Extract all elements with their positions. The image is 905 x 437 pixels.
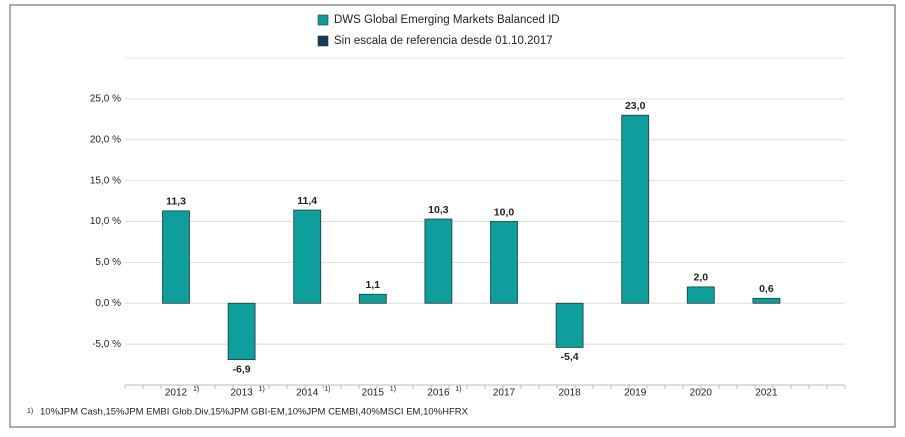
legend-swatch [317, 35, 329, 47]
data-label: 2,0 [693, 272, 708, 284]
frame [9, 4, 896, 428]
legend-label: Sin escala de referencia desde 01.10.201… [334, 35, 553, 47]
y-tick-label: 10,0 % [90, 216, 121, 227]
data-label: 11,4 [297, 195, 317, 207]
data-label: -5,4 [561, 351, 579, 363]
footnote: 10%JPM Cash,15%JPM EMBI Glob.Div.15%JPM … [40, 407, 469, 418]
bar [227, 302, 256, 361]
x-tick-label: 2013 [230, 388, 253, 399]
x-tick-note: 1) [259, 386, 265, 393]
data-label: 23,0 [625, 100, 646, 112]
data-label: 10,0 [494, 206, 515, 218]
data-label: 1,1 [365, 279, 380, 291]
bar [490, 221, 518, 304]
legend-label: DWS Global Emerging Markets Balanced ID [334, 14, 560, 26]
y-tick-label: 0,0 % [95, 298, 121, 309]
x-tick-label: 2019 [624, 388, 647, 399]
data-label: 0,6 [759, 283, 774, 295]
x-tick-note: 1) [324, 386, 330, 393]
x-tick-label: 2012 [165, 388, 188, 399]
x-tick-note: 1) [390, 386, 396, 393]
x-tick-note: 1) [193, 386, 199, 393]
x-tick-label: 2016 [427, 388, 450, 399]
x-tick-label: 2015 [362, 388, 385, 399]
data-label: 11,3 [166, 196, 186, 208]
data-label: -6,9 [233, 363, 251, 375]
y-tick-label: 25,0 % [90, 94, 121, 105]
x-tick-label: 2014 [296, 388, 319, 399]
bar [293, 209, 322, 304]
x-tick-label: 2017 [493, 388, 516, 399]
bar [686, 286, 715, 304]
x-tick-label: 2020 [690, 388, 713, 399]
y-tick-label: 5,0 % [95, 257, 121, 268]
legend-swatch [317, 14, 329, 26]
bar [162, 210, 190, 304]
bar [752, 297, 781, 304]
data-label: 10,3 [428, 204, 449, 216]
y-tick-label: 20,0 % [90, 134, 121, 145]
bar [621, 114, 650, 304]
bar [555, 302, 584, 348]
x-tick-note: 1) [455, 386, 461, 393]
bar [358, 293, 387, 304]
footnote-marker: 1) [27, 408, 33, 415]
x-tick-label: 2021 [755, 388, 778, 399]
bar [424, 218, 453, 304]
y-tick-label: -5,0 % [92, 339, 121, 350]
x-tick-label: 2018 [558, 388, 581, 399]
y-tick-label: 15,0 % [90, 175, 121, 186]
